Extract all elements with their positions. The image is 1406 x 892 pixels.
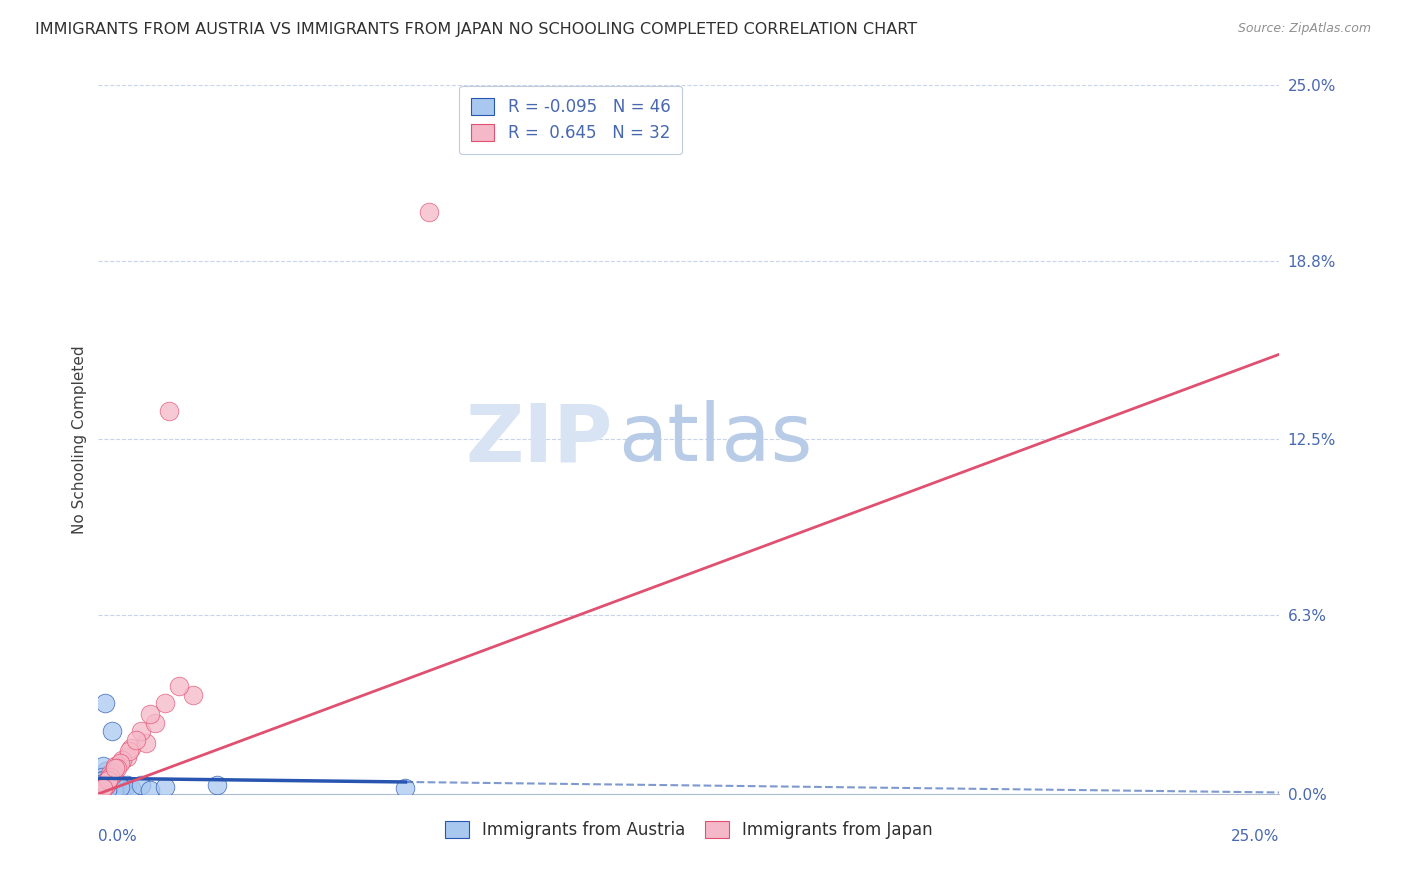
- Point: [181, 688, 204, 702]
- Point: [100, 777, 122, 791]
- Point: [98, 767, 121, 781]
- Point: [105, 761, 128, 775]
- Point: [108, 756, 131, 770]
- Point: [101, 767, 124, 781]
- Point: [205, 778, 228, 792]
- Text: ZIP: ZIP: [465, 401, 612, 478]
- Point: [91, 781, 114, 796]
- Point: [91, 781, 114, 796]
- Point: [157, 404, 180, 418]
- Point: [101, 767, 124, 781]
- Point: [105, 758, 128, 772]
- Point: [98, 775, 121, 789]
- Point: [129, 724, 152, 739]
- Point: [93, 778, 115, 792]
- Point: [93, 772, 115, 787]
- Text: IMMIGRANTS FROM AUSTRIA VS IMMIGRANTS FROM JAPAN NO SCHOOLING COMPLETED CORRELAT: IMMIGRANTS FROM AUSTRIA VS IMMIGRANTS FR…: [35, 22, 917, 37]
- Point: [135, 736, 157, 750]
- Point: [97, 772, 120, 787]
- Point: [121, 741, 143, 756]
- Point: [100, 724, 122, 739]
- Point: [115, 750, 138, 764]
- Point: [94, 778, 117, 792]
- Point: [97, 772, 120, 787]
- Point: [96, 782, 118, 797]
- Point: [118, 744, 141, 758]
- Point: [104, 758, 127, 772]
- Point: [97, 780, 120, 794]
- Point: [108, 780, 131, 794]
- Point: [394, 781, 416, 796]
- Point: [98, 770, 121, 784]
- Point: [91, 775, 114, 789]
- Point: [101, 781, 124, 796]
- Point: [91, 781, 114, 796]
- Point: [97, 775, 120, 789]
- Legend: Immigrants from Austria, Immigrants from Japan: Immigrants from Austria, Immigrants from…: [436, 811, 942, 849]
- Text: Source: ZipAtlas.com: Source: ZipAtlas.com: [1237, 22, 1371, 36]
- Point: [94, 781, 117, 796]
- Y-axis label: No Schooling Completed: No Schooling Completed: [72, 345, 87, 533]
- Point: [93, 780, 115, 794]
- Point: [91, 775, 114, 789]
- Point: [97, 781, 120, 796]
- Point: [103, 782, 125, 797]
- Point: [94, 778, 117, 792]
- Point: [91, 758, 114, 772]
- Point: [94, 777, 117, 791]
- Point: [91, 772, 114, 787]
- Point: [105, 775, 128, 789]
- Point: [96, 782, 118, 797]
- Point: [111, 753, 134, 767]
- Text: atlas: atlas: [619, 401, 813, 478]
- Point: [104, 761, 127, 775]
- Point: [143, 715, 166, 730]
- Point: [94, 780, 117, 794]
- Point: [125, 733, 148, 747]
- Point: [94, 774, 117, 789]
- Point: [94, 778, 117, 792]
- Point: [91, 778, 114, 792]
- Text: 25.0%: 25.0%: [1232, 830, 1279, 845]
- Text: 0.0%: 0.0%: [98, 830, 138, 845]
- Point: [91, 778, 114, 792]
- Point: [167, 679, 190, 693]
- Point: [90, 770, 112, 784]
- Point: [121, 781, 143, 796]
- Point: [111, 781, 134, 796]
- Point: [104, 782, 127, 797]
- Point: [139, 707, 162, 722]
- Point: [418, 205, 440, 219]
- Point: [91, 774, 114, 789]
- Point: [97, 770, 120, 784]
- Point: [153, 780, 176, 794]
- Point: [98, 770, 121, 784]
- Point: [96, 775, 118, 789]
- Point: [101, 770, 124, 784]
- Point: [90, 781, 112, 796]
- Point: [115, 778, 138, 792]
- Point: [129, 778, 152, 792]
- Point: [139, 782, 162, 797]
- Point: [97, 772, 120, 787]
- Point: [105, 780, 128, 794]
- Point: [94, 764, 117, 779]
- Point: [98, 782, 121, 797]
- Point: [94, 696, 117, 710]
- Point: [153, 696, 176, 710]
- Point: [97, 772, 120, 787]
